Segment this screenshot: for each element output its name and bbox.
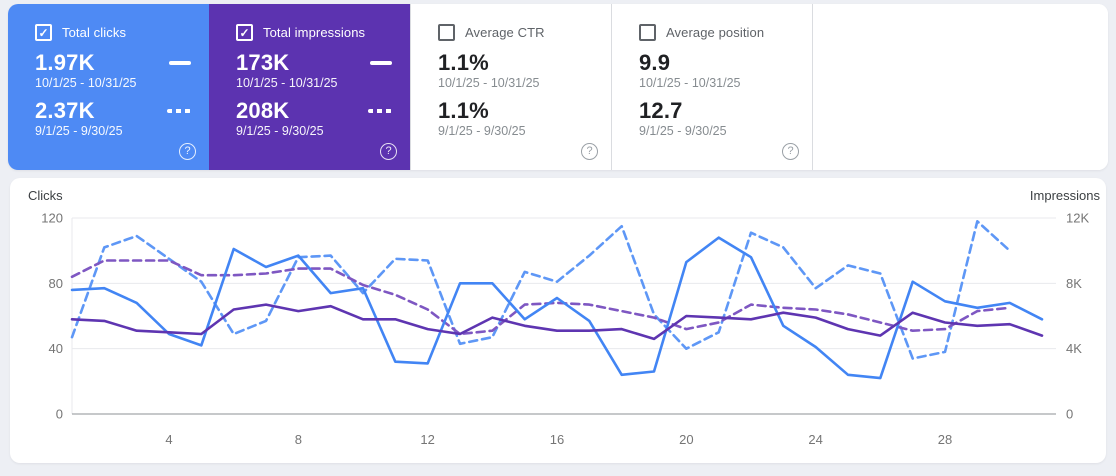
left-axis-tick: 40 [49,341,63,356]
average-position-checkbox[interactable] [639,24,656,41]
metric-range-previous: 9/1/25 - 9/30/25 [236,124,324,138]
chart-line-impressions-previous[interactable] [70,259,1012,336]
metric-range-current: 10/1/25 - 10/31/25 [639,76,741,90]
performance-chart-card: 120 80 40 0 12K 8K 4K 0 4 8 12 16 20 24 28 Clicks Impres… [10,178,1106,463]
x-axis-tick: 4 [165,432,172,447]
metric-value-previous: 2.37K [35,98,95,123]
metric-card-total-clicks[interactable]: ✓ Total clicks 1.97K 10/1/25 - 10/31/25 … [8,4,209,170]
right-axis-tick: 8K [1066,276,1082,291]
metric-value-current: 1.1% [438,50,489,75]
solid-line-indicator-icon [370,61,392,65]
metric-card-label: Total impressions [263,25,366,40]
metric-value-previous: 12.7 [639,98,683,123]
metric-range-current: 10/1/25 - 10/31/25 [236,76,338,90]
performance-chart[interactable]: 120 80 40 0 12K 8K 4K 0 4 8 12 16 20 24 28 Clicks Impres… [10,178,1106,463]
metric-range-current: 10/1/25 - 10/31/25 [35,76,137,90]
metric-value-previous: 1.1% [438,98,489,123]
metrics-strip: ✓ Total clicks 1.97K 10/1/25 - 10/31/25 … [8,4,1108,170]
left-axis-tick: 120 [41,211,63,226]
metric-range-previous: 9/1/25 - 9/30/25 [438,124,526,138]
metric-card-total-impressions[interactable]: ✓ Total impressions 173K 10/1/25 - 10/31… [209,4,410,170]
metric-card-average-ctr[interactable]: Average CTR 1.1% 10/1/25 - 10/31/25 1.1%… [410,4,611,170]
metric-value-current: 173K [236,50,290,75]
help-icon[interactable]: ? [581,143,598,160]
metric-range-previous: 9/1/25 - 9/30/25 [639,124,727,138]
dashed-line-indicator-icon [167,109,191,113]
help-icon[interactable]: ? [782,143,799,160]
x-axis-tick: 16 [550,432,564,447]
checkmark-icon: ✓ [38,25,49,40]
metric-card-label: Average CTR [465,25,545,40]
solid-line-indicator-icon [169,61,191,65]
x-axis-tick: 24 [808,432,822,447]
left-axis-tick: 80 [49,276,63,291]
total-clicks-checkbox[interactable]: ✓ [35,24,52,41]
right-axis-tick: 0 [1066,407,1073,422]
chart-line-impressions-current[interactable] [70,303,1044,341]
metrics-strip-filler [812,4,1108,170]
metric-range-previous: 9/1/25 - 9/30/25 [35,124,123,138]
checkmark-icon: ✓ [239,25,250,40]
metric-card-label: Average position [666,25,765,40]
x-axis-tick: 28 [938,432,952,447]
average-ctr-checkbox[interactable] [438,24,455,41]
x-axis-tick: 20 [679,432,693,447]
chart-line-clicks-previous[interactable] [70,219,1012,360]
metric-card-label: Total clicks [62,25,127,40]
total-impressions-checkbox[interactable]: ✓ [236,24,253,41]
x-axis-tick: 12 [420,432,434,447]
metric-value-current: 9.9 [639,50,671,75]
right-axis-tick: 12K [1066,211,1089,226]
left-axis-tick: 0 [56,407,63,422]
chart-line-clicks-current[interactable] [70,236,1044,380]
metric-value-current: 1.97K [35,50,95,75]
x-axis-tick: 8 [295,432,302,447]
right-axis-tick: 4K [1066,341,1082,356]
help-icon[interactable]: ? [380,143,397,160]
right-axis-title: Impressions [1030,188,1101,203]
metric-card-average-position[interactable]: Average position 9.9 10/1/25 - 10/31/25 … [611,4,812,170]
metric-value-previous: 208K [236,98,290,123]
help-icon[interactable]: ? [179,143,196,160]
dashed-line-indicator-icon [368,109,392,113]
left-axis-title: Clicks [28,188,63,203]
metric-range-current: 10/1/25 - 10/31/25 [438,76,540,90]
